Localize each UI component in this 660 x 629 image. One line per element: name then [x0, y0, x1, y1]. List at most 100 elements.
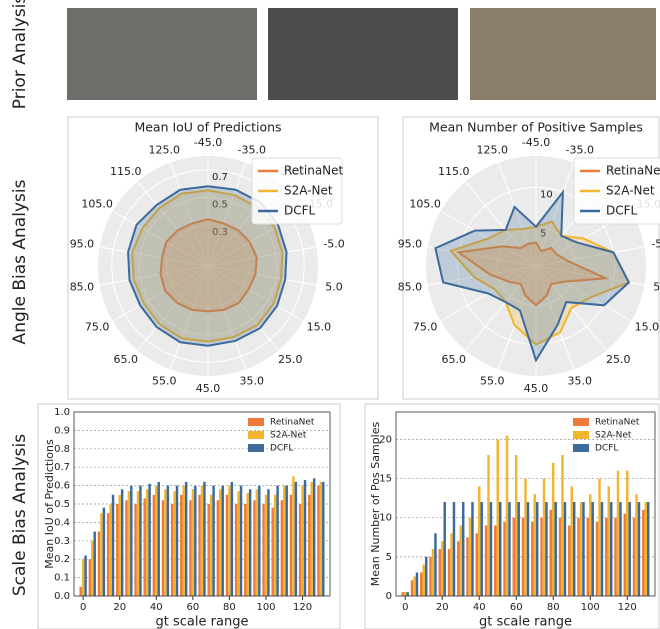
bar [91, 541, 93, 596]
bar [577, 518, 579, 596]
bar [228, 486, 230, 596]
chart-title: Mean Number of Positive Samples [429, 120, 643, 135]
angle-label: 85.0 [398, 280, 423, 293]
angle-label: -5.0 [651, 238, 660, 251]
aerial-image [268, 8, 458, 100]
bar [235, 504, 237, 596]
bar [608, 486, 610, 596]
bar [103, 508, 105, 596]
bar [515, 455, 517, 596]
bar [173, 491, 175, 596]
bar [552, 463, 554, 596]
bar [517, 502, 519, 596]
angle-label: 15.0 [635, 321, 660, 334]
bar [617, 471, 619, 596]
bar [237, 491, 239, 596]
bar [182, 486, 184, 596]
angle-label: 55.0 [152, 375, 177, 388]
bar [564, 502, 566, 596]
bar [561, 455, 563, 596]
y-tick-label: 0.2 [54, 554, 70, 565]
bar [210, 495, 212, 596]
y-tick-label: 0.0 [54, 591, 70, 602]
x-axis-label: gt scale range [479, 615, 572, 629]
y-axis-label: Mean IoU of Predictions [43, 439, 56, 569]
bar [276, 486, 278, 596]
legend-label: S2A-Net [270, 431, 307, 441]
chart-title: Mean IoU of Predictions [134, 120, 281, 135]
bar [480, 502, 482, 596]
bar [89, 559, 91, 596]
bar [587, 518, 589, 596]
bar [513, 518, 515, 596]
angle-label: 105.0 [81, 198, 113, 211]
y-tick-label: 0.4 [54, 517, 70, 528]
y-tick-label: 1.0 [54, 407, 70, 418]
angle-label: 95.0 [70, 238, 95, 251]
bar [476, 533, 478, 596]
bar [441, 541, 443, 596]
angle-label: -45.0 [522, 136, 550, 149]
bar [642, 510, 644, 596]
bar [624, 514, 626, 596]
aerial-image [470, 8, 656, 100]
angle-label: 55.0 [480, 375, 505, 388]
bar [411, 580, 413, 596]
bar [543, 479, 545, 596]
bar [638, 502, 640, 596]
bar [286, 486, 288, 596]
angle-label: 115.0 [438, 165, 470, 178]
bar [162, 500, 164, 596]
legend-label: S2A-Net [284, 184, 333, 198]
bar [84, 556, 86, 596]
bar [580, 502, 582, 596]
bar [439, 549, 441, 596]
bar [626, 471, 628, 596]
legend-swatch [573, 431, 589, 439]
bar [534, 494, 536, 596]
bar [274, 495, 276, 596]
bar [432, 549, 434, 596]
legend-label: DCFL [284, 204, 316, 218]
aerial-image [67, 8, 257, 100]
bar [487, 455, 489, 596]
y-tick-label: 0.9 [54, 425, 70, 436]
bar [645, 502, 647, 596]
bar [402, 592, 404, 596]
x-tick-label: 100 [581, 602, 600, 613]
y-tick-label: 5 [386, 552, 392, 563]
bar [304, 480, 306, 596]
legend-label: RetinaNet [270, 418, 315, 428]
bar [116, 504, 118, 596]
bar [610, 502, 612, 596]
bar [192, 489, 194, 596]
bar [633, 518, 635, 596]
bar [503, 522, 505, 596]
bar [614, 518, 616, 596]
bar [246, 493, 248, 596]
bar [217, 500, 219, 596]
bar [490, 502, 492, 596]
bar [582, 502, 584, 596]
bar [647, 502, 649, 596]
bar [262, 504, 264, 596]
bar [107, 513, 109, 596]
bar [130, 486, 132, 596]
bar [540, 518, 542, 596]
bar [281, 500, 283, 596]
bar [128, 491, 130, 596]
bar [471, 502, 473, 596]
angle-label: 45.0 [524, 382, 549, 395]
angle-label: 95.0 [398, 238, 423, 251]
bar [112, 495, 114, 596]
angle-label: 115.0 [110, 165, 142, 178]
bar [109, 504, 111, 596]
x-tick-label: 60 [510, 602, 523, 613]
bar [267, 489, 269, 596]
bar [253, 500, 255, 596]
bar [118, 495, 120, 596]
bar [506, 435, 508, 596]
angle-label: 25.0 [606, 353, 631, 366]
bar [466, 537, 468, 596]
legend-swatch [573, 444, 589, 452]
